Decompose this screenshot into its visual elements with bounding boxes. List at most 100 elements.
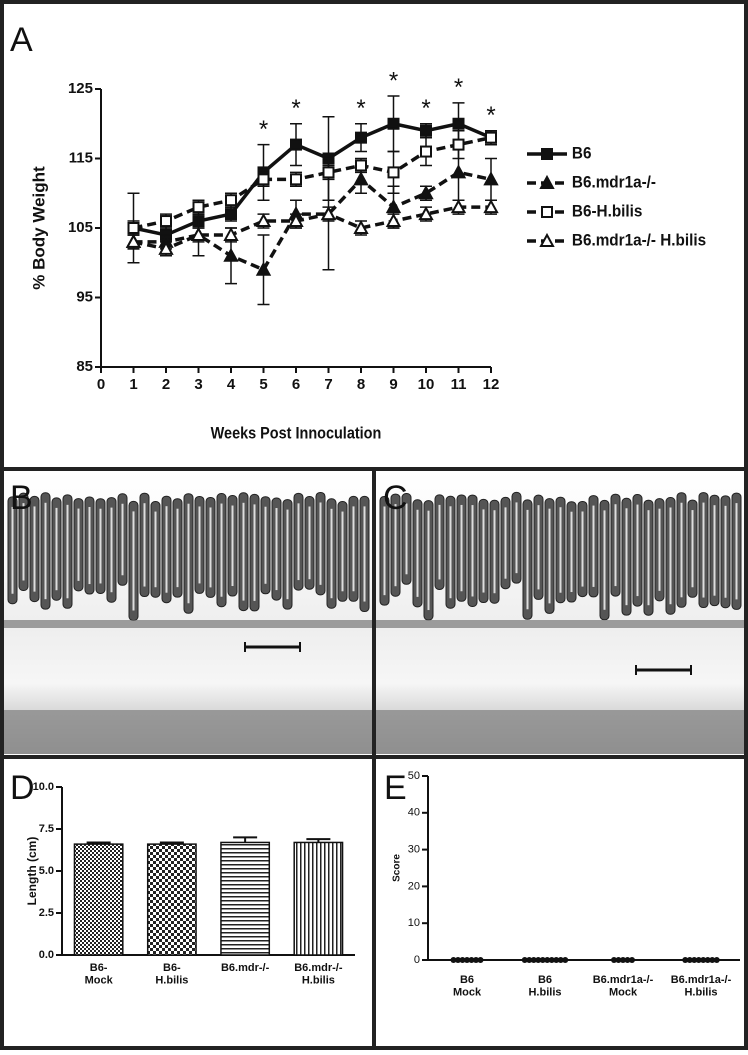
y-tick-label: 85 [76, 358, 93, 375]
dot [521, 957, 528, 963]
crypt-lumen [592, 505, 595, 587]
crypt-lumen [383, 506, 386, 596]
crypt-lumen [330, 508, 333, 599]
muscle-layer [376, 620, 744, 628]
dot [455, 957, 461, 963]
crypt-lumen [341, 511, 344, 592]
panel-label: B [10, 479, 33, 517]
marker [255, 261, 272, 276]
y-tick-label: 30 [408, 844, 420, 856]
marker [355, 159, 367, 172]
crypt-lumen [231, 505, 234, 587]
muscle-layer [4, 620, 372, 628]
dot [548, 957, 555, 963]
crypt-lumen [669, 507, 672, 605]
x-tick-label: 11 [451, 376, 467, 393]
crypt-lumen [570, 511, 573, 593]
panel-label: D [10, 769, 35, 807]
crypt-lumen [88, 506, 91, 585]
legend-marker [541, 206, 553, 218]
crypt-lumen [427, 510, 430, 611]
dot [611, 957, 617, 963]
crypt-lumen [471, 505, 474, 597]
marker [450, 199, 467, 214]
marker [418, 206, 434, 221]
legend-label: B6-H.bilis [572, 202, 643, 221]
bar [293, 841, 344, 956]
dot [691, 957, 698, 963]
crypt-lumen [319, 502, 322, 585]
marker [420, 145, 432, 158]
histology-images [4, 472, 744, 754]
marker [290, 138, 302, 151]
crypt-lumen [363, 506, 366, 602]
dot [562, 957, 569, 963]
crypt-lumen [482, 509, 485, 593]
significance-star: * [421, 95, 430, 122]
x-tick-label: B6 Mock [453, 974, 482, 999]
dot [615, 957, 622, 963]
crypt-lumen [713, 505, 716, 596]
error-bar [233, 836, 258, 843]
y-tick-label: 5.0 [39, 865, 54, 877]
y-tick-label: 50 [408, 770, 420, 782]
marker [322, 166, 335, 179]
marker [355, 131, 367, 144]
crypt-lumen [132, 511, 135, 611]
muscle-layer [4, 710, 372, 754]
dot [713, 957, 720, 963]
crypt-lumen [176, 508, 179, 588]
crypt-lumen [286, 509, 289, 600]
crypt-lumen [297, 503, 300, 581]
y-tick-label: 20 [408, 880, 420, 892]
dot [686, 957, 693, 963]
marker [125, 233, 142, 248]
x-axis-label: Weeks Post Innoculation [211, 424, 382, 442]
crypt-lumen [438, 504, 441, 580]
x-tick-label: 6 [292, 376, 300, 393]
marker [353, 171, 369, 186]
marker [225, 194, 237, 207]
crypt-lumen [198, 506, 201, 584]
crypt-lumen [515, 502, 518, 574]
crypt-lumen [77, 508, 80, 581]
y-tick-label: 10 [408, 917, 420, 929]
y-tick-label: 125 [68, 80, 93, 97]
crypt-lumen [724, 505, 727, 598]
crypt-lumen [537, 505, 540, 590]
dot [682, 957, 689, 963]
panel-label: E [384, 769, 407, 807]
crypt-lumen [264, 506, 267, 584]
legend-marker [539, 174, 555, 189]
y-tick-label: 10.0 [33, 781, 54, 793]
crypt-lumen [33, 506, 36, 592]
marker [158, 240, 174, 255]
crypt-lumen [405, 503, 408, 575]
crypt-lumen [110, 507, 113, 593]
marker [387, 166, 400, 179]
crypt-lumen [460, 504, 463, 592]
crypt-lumen [691, 510, 694, 588]
crypt-lumen [603, 510, 606, 610]
marker [485, 131, 497, 144]
dot [535, 957, 542, 963]
crypt-lumen [165, 506, 168, 593]
significance-star: * [259, 116, 268, 143]
dot [526, 957, 533, 963]
marker [160, 215, 172, 228]
crypt-lumen [416, 509, 419, 597]
x-tick-label: B6.mdr-/-H.bilis [294, 962, 343, 987]
x-tick-label: 5 [259, 376, 267, 393]
crypt-lumen [308, 506, 311, 580]
crypt-lumen [187, 503, 190, 604]
crypt-lumen [209, 507, 212, 588]
crypt-lumen [680, 502, 683, 598]
marker [190, 226, 207, 241]
x-tick-label: 0 [97, 376, 105, 393]
y-tick-label: 40 [408, 807, 420, 819]
bar [73, 843, 124, 956]
crypt-lumen [548, 508, 551, 604]
dot [464, 957, 470, 963]
